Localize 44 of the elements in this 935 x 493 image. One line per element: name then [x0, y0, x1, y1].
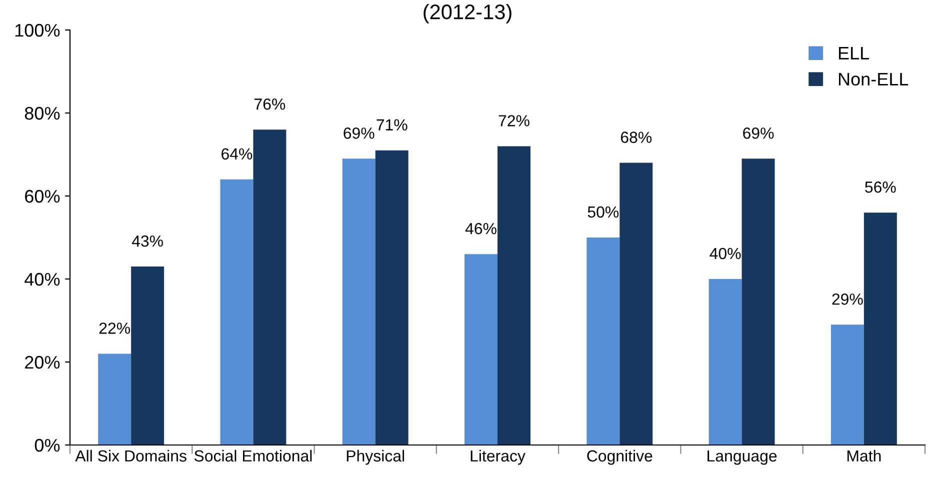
data-label: 69%: [743, 128, 774, 139]
bar: [464, 254, 498, 445]
bar: [98, 354, 132, 445]
data-label: 69%: [344, 128, 374, 139]
bar: [342, 158, 376, 445]
bar: [708, 279, 742, 445]
y-tick-label: 60%: [25, 190, 60, 203]
legend-label: ELL: [838, 47, 870, 60]
bar: [620, 162, 653, 445]
data-label: 71%: [376, 119, 408, 130]
data-label: 22%: [99, 322, 130, 334]
bar: [253, 130, 286, 445]
x-tick-label: All Six Domains: [75, 450, 186, 462]
data-label: 68%: [620, 132, 652, 143]
bar: [830, 324, 864, 445]
y-tick-label: 80%: [24, 106, 60, 120]
data-label: 46%: [465, 222, 496, 234]
x-tick-label: Language: [708, 450, 777, 465]
data-label: 64%: [222, 148, 252, 160]
y-tick-label: 20%: [25, 356, 60, 369]
y-tick-label: 0%: [34, 438, 60, 452]
data-label: 50%: [588, 206, 619, 218]
bar: [375, 150, 408, 445]
y-tick-label: 40%: [24, 272, 60, 286]
data-label: 40%: [710, 248, 741, 260]
data-label: 43%: [132, 235, 163, 247]
x-tick-label: Social Emotional: [194, 450, 312, 462]
data-label: 56%: [865, 181, 896, 193]
x-tick-label: Cognitive: [587, 450, 652, 465]
bar: [498, 146, 530, 445]
chart-title: (2012-13): [424, 4, 512, 24]
x-tick-label: Math: [847, 450, 881, 462]
bar: [220, 179, 254, 445]
y-tick-label: 100%: [15, 24, 60, 37]
data-label: 29%: [832, 294, 863, 305]
legend-label: Non-ELL: [838, 72, 908, 86]
data-label: 76%: [254, 98, 286, 110]
bar: [864, 212, 897, 445]
x-tick-label: Literacy: [470, 450, 526, 465]
bar: [586, 238, 620, 445]
x-tick-label: Physical: [346, 450, 404, 465]
bar: [742, 158, 775, 445]
bar: [131, 266, 164, 445]
data-label: 72%: [498, 115, 530, 126]
